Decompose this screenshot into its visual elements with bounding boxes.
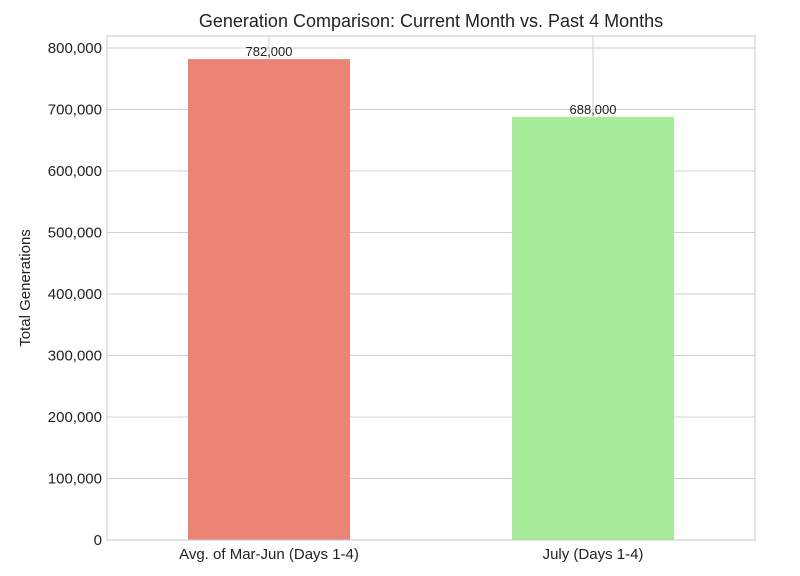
data-labels: 782,000 688,000	[246, 44, 617, 117]
y-tick-label: 600,000	[48, 163, 102, 180]
chart-title: Generation Comparison: Current Month vs.…	[199, 11, 663, 31]
x-axis-ticks: Avg. of Mar-Jun (Days 1-4) July (Days 1-4…	[179, 546, 643, 563]
x-tick-label: July (Days 1-4)	[543, 546, 644, 563]
y-tick-label: 100,000	[48, 471, 102, 488]
bar	[512, 116, 674, 540]
bars	[188, 59, 674, 540]
y-tick-label: 0	[94, 532, 102, 549]
plot-frame	[106, 35, 756, 541]
y-tick-label: 200,000	[48, 409, 102, 426]
y-tick-label: 500,000	[48, 225, 102, 242]
y-tick-label: 300,000	[48, 348, 102, 365]
y-tick-label: 400,000	[48, 286, 102, 303]
bar	[188, 59, 350, 540]
x-tick-label: Avg. of Mar-Jun (Days 1-4)	[179, 546, 359, 563]
y-axis-label: Total Generations	[17, 229, 34, 347]
data-label: 782,000	[246, 44, 293, 59]
y-tick-label: 700,000	[48, 102, 102, 119]
y-tick-label: 800,000	[48, 40, 102, 57]
data-label: 688,000	[570, 102, 617, 117]
y-axis-ticks: 0 100,000 200,000 300,000 400,000 500,000 600,…	[48, 40, 102, 549]
